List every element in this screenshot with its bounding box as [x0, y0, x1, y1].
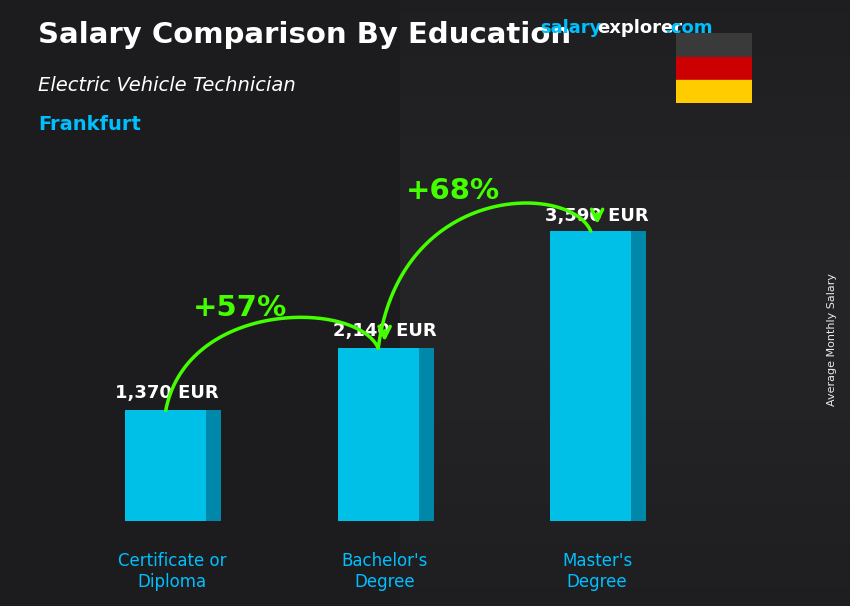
Bar [551, 231, 631, 521]
Bar [676, 56, 752, 80]
Bar [338, 348, 419, 521]
Text: explorer: explorer [598, 19, 683, 38]
Text: Salary Comparison By Education: Salary Comparison By Education [38, 21, 571, 49]
Text: Frankfurt: Frankfurt [38, 115, 141, 134]
Text: Certificate or
Diploma: Certificate or Diploma [118, 552, 226, 591]
Text: Master's
Degree: Master's Degree [562, 552, 632, 591]
Text: salary: salary [540, 19, 601, 38]
Text: +57%: +57% [193, 294, 287, 322]
Text: 3,590 EUR: 3,590 EUR [546, 207, 649, 225]
Text: Average Monthly Salary: Average Monthly Salary [827, 273, 837, 406]
Text: 1,370 EUR: 1,370 EUR [115, 384, 218, 402]
Text: Electric Vehicle Technician: Electric Vehicle Technician [38, 76, 296, 95]
Bar [676, 33, 752, 56]
Text: 2,140 EUR: 2,140 EUR [333, 322, 436, 340]
Polygon shape [419, 348, 434, 521]
Text: .com: .com [664, 19, 712, 38]
Bar [126, 410, 207, 521]
Text: +68%: +68% [405, 177, 500, 205]
Polygon shape [207, 410, 221, 521]
Polygon shape [631, 231, 646, 521]
Text: Bachelor's
Degree: Bachelor's Degree [342, 552, 428, 591]
Bar [676, 80, 752, 103]
